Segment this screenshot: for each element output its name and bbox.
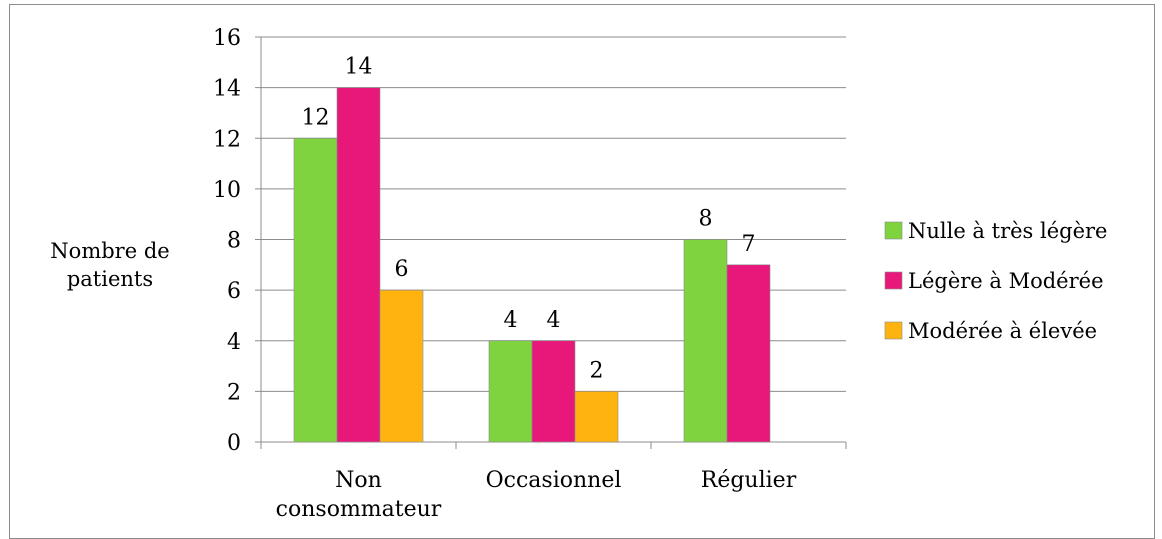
bar-nulle-a-tres-legere <box>488 340 533 443</box>
legend-swatch-moderee-a-elevee <box>884 321 903 340</box>
y-tick-label: 16 <box>213 26 241 51</box>
data-label: 2 <box>590 358 604 383</box>
bar-nulle-a-tres-legere <box>293 137 338 443</box>
legend-label: Modérée à élevée <box>908 319 1097 343</box>
bar-legere-a-moderee <box>336 87 381 443</box>
legend-label: Légère à Modérée <box>908 269 1104 293</box>
y-tick-label: 8 <box>227 229 241 254</box>
y-tick-label: 10 <box>213 178 241 203</box>
y-axis-label: Nombre de patients <box>50 239 169 291</box>
bars <box>293 87 771 443</box>
x-tick-label: Régulier <box>701 468 797 493</box>
bar-moderee-a-elevee <box>574 391 619 443</box>
y-tick-label: 12 <box>213 127 241 152</box>
y-tick-label: 14 <box>213 77 241 102</box>
bar-legere-a-moderee <box>531 340 576 443</box>
y-tick-label: 0 <box>227 431 241 456</box>
data-label: 12 <box>302 105 330 130</box>
legend-swatch-nulle-a-tres-legere <box>884 221 903 240</box>
data-label: 6 <box>395 257 409 282</box>
chart-frame <box>9 4 1155 539</box>
y-tick-label: 6 <box>227 279 241 304</box>
legend: Nulle à très légère Légère à Modérée Modér… <box>884 219 1107 343</box>
bar-moderee-a-elevee <box>379 289 424 443</box>
data-label: 4 <box>547 308 561 333</box>
bar-legere-a-moderee <box>726 264 771 443</box>
y-axis-title: Nombre de patients <box>50 239 169 291</box>
x-tick-label: Occasionnel <box>486 468 622 493</box>
x-tick-label: Non consommateur <box>276 468 442 522</box>
data-label: 14 <box>345 55 373 80</box>
bar-nulle-a-tres-legere <box>683 239 728 443</box>
y-tick-label: 2 <box>227 380 241 405</box>
data-label: 7 <box>742 232 756 257</box>
legend-swatch-legere-a-moderee <box>884 271 903 290</box>
data-labels: 12 14 6 4 4 2 8 7 <box>302 55 756 384</box>
tick-labels: 0 2 4 6 8 10 12 14 16 Non consommateur Occasionnel R… <box>213 26 797 522</box>
data-label: 8 <box>699 207 713 232</box>
y-tick-label: 4 <box>227 330 241 355</box>
data-label: 4 <box>504 308 518 333</box>
legend-label: Nulle à très légère <box>908 219 1107 243</box>
